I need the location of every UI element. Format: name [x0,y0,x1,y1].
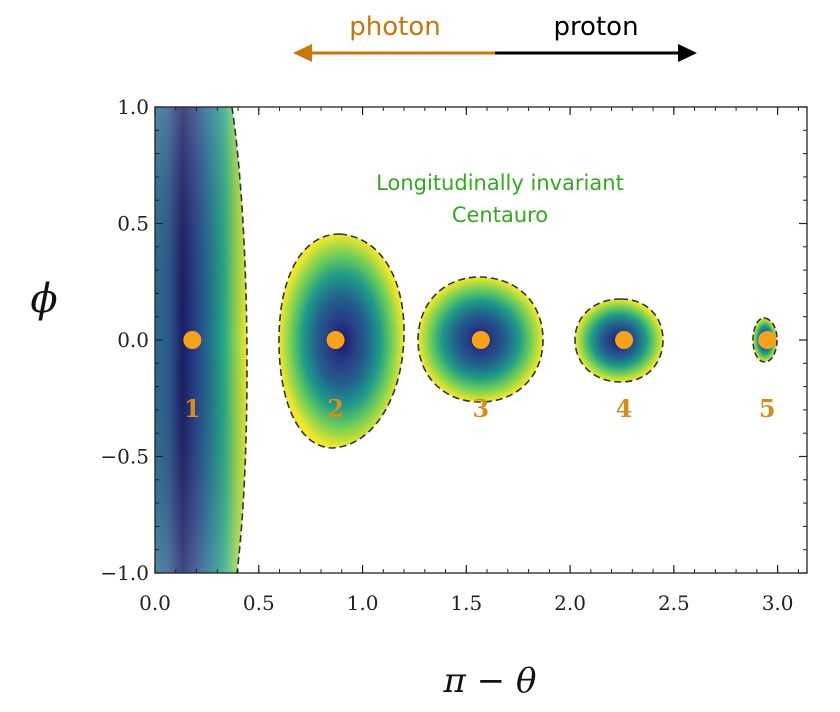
y-tick-label: −1.0 [100,561,149,585]
x-axis-label: π − θ [443,661,537,701]
photon-label: photon [349,12,440,42]
region-2-label: 2 [327,394,344,423]
photon-arrow-head [293,44,312,62]
region-centers [183,331,777,349]
axis-ticks [154,106,807,574]
y-tick-label: 1.0 [117,95,149,119]
region-1-center-point [183,331,202,349]
x-tick-label: 0.5 [243,591,275,615]
y-axis-label: ϕ [30,276,57,322]
region-4-label: 4 [616,394,633,423]
x-tick-label: 3.0 [762,591,794,615]
region-5-center-point [758,331,777,349]
y-tick-label: 0.5 [117,212,149,236]
annotation-line-1: Longitudinally invariant [376,171,624,195]
x-tick-label: 1.5 [450,591,482,615]
direction-arrows: photon proton [293,12,697,62]
region-3-label: 3 [472,394,489,423]
x-tick-label: 2.5 [658,591,690,615]
y-tick-label: 0.0 [117,328,149,352]
region-3-center-point [471,331,490,349]
region-4-center-point [615,331,634,349]
x-tick-label: 0.0 [139,591,171,615]
region-labels: 1 2 3 4 5 [184,394,776,423]
y-tick-label: −0.5 [100,445,149,469]
x-tick-label: 2.0 [554,591,586,615]
proton-arrow-head [678,44,697,62]
region-1-label: 1 [184,394,201,423]
region-1-boundary [231,107,248,573]
region-2-center-point [326,331,345,349]
proton-label: proton [553,12,638,42]
x-tick-label: 1.0 [347,591,379,615]
axis-tick-labels: 0.0 0.5 1.0 1.5 2.0 2.5 3.0 −1.0 −0.5 0.0 0.5 1.0 [100,95,793,615]
region-5-label: 5 [759,394,776,423]
annotation-line-2: Centauro [452,203,548,227]
